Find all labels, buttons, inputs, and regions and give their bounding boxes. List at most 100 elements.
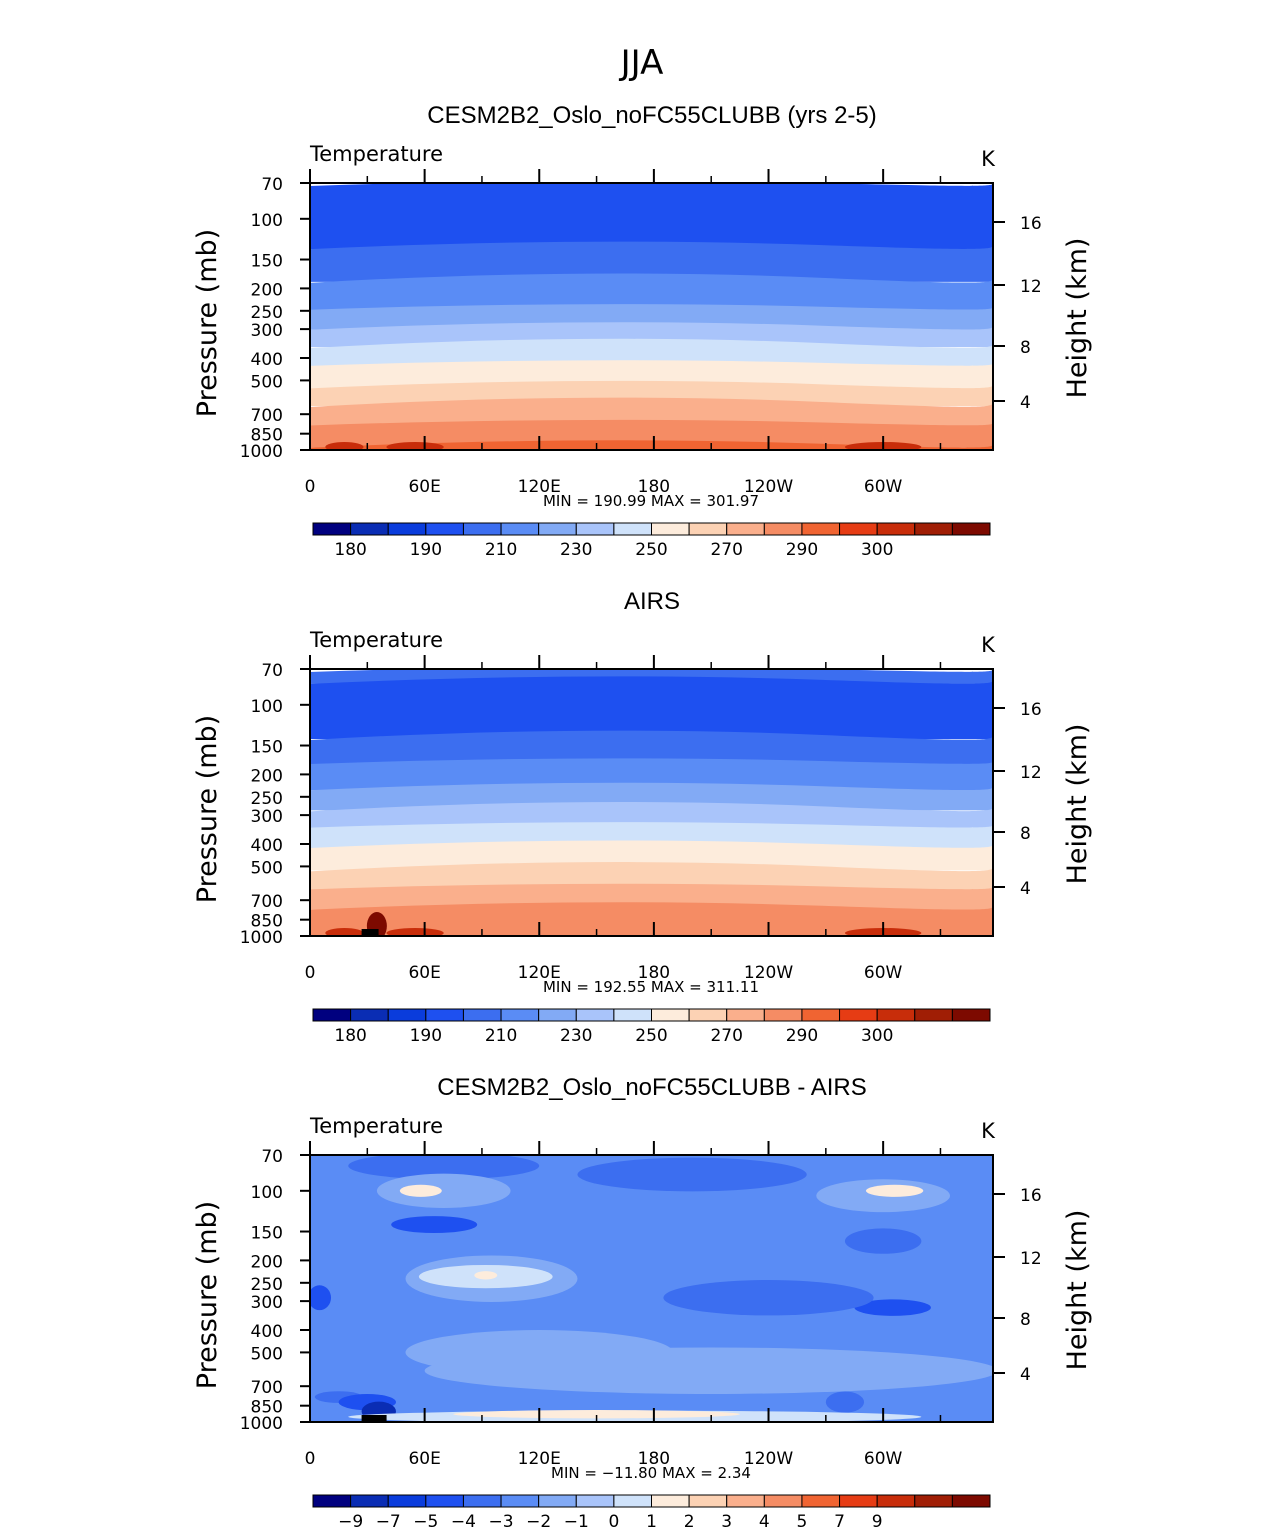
contour-patch [854, 1299, 931, 1316]
y-tick-label: 100 [251, 697, 283, 717]
colorbar-swatch [763, 1008, 803, 1022]
colorbar-label: −7 [376, 1512, 401, 1531]
colorbar-label: 4 [759, 1512, 770, 1531]
y-tick-label: 1000 [240, 928, 283, 948]
contour-band [310, 241, 993, 282]
colorbar-swatch [951, 522, 991, 536]
panel-1: CESM2B2_Oslo_noFC55CLUBB (yrs 2-5) Temper… [192, 102, 1093, 560]
y-tick-label: 500 [251, 372, 283, 392]
contour-band [325, 928, 364, 936]
x-tick-label: 60E [408, 1449, 440, 1469]
panel-title: CESM2B2_Oslo_noFC55CLUBB (yrs 2-5) [427, 102, 877, 129]
colorbar-label: 270 [710, 1026, 742, 1046]
height-tick-label: 8 [1020, 824, 1031, 844]
panel-title: CESM2B2_Oslo_noFC55CLUBB - AIRS [437, 1074, 867, 1101]
contour-patch [310, 1285, 332, 1311]
colorbar-swatch [839, 1008, 878, 1022]
colorbar-label: 1 [646, 1512, 657, 1531]
contour-band [310, 902, 993, 936]
min-max-stats: MIN = −11.80 MAX = 2.34 [551, 1464, 751, 1482]
colorbar-swatch [613, 1494, 653, 1508]
y-tick-label: 500 [251, 1344, 283, 1364]
plot-frame [309, 1154, 994, 1423]
colorbar-label: −9 [338, 1512, 363, 1531]
colorbar-swatch [951, 1494, 991, 1508]
colorbar-label: 190 [410, 540, 442, 560]
y-tick-label: 500 [251, 858, 283, 878]
plot-frame [309, 182, 994, 451]
x-tick-label: 180 [638, 963, 670, 983]
colorbar-swatch [688, 1008, 728, 1022]
colorbar-swatch [575, 1008, 615, 1022]
contour-patch [663, 1280, 874, 1316]
colorbar-swatch [839, 1494, 878, 1508]
contour-patch [825, 1391, 865, 1413]
colorbar-swatch [951, 1008, 991, 1022]
colorbar-swatch [914, 1494, 953, 1508]
colorbar-swatch [575, 522, 615, 536]
colorbar-label: 250 [635, 540, 667, 560]
contour-patch [577, 1157, 807, 1192]
units-label: K [981, 1119, 996, 1143]
colorbar-swatch [387, 1008, 427, 1022]
y-axis-label: Pressure (mb) [192, 715, 223, 903]
y-tick-label: 1000 [240, 1414, 283, 1434]
colorbar-swatch [500, 1008, 540, 1022]
contour-band [310, 304, 993, 330]
colorbar-label: 230 [560, 1026, 592, 1046]
height-tick-label: 4 [1020, 1365, 1031, 1385]
y-tick-label: 150 [251, 1224, 283, 1244]
contour-patch [376, 1173, 511, 1208]
y-tick-label: 300 [251, 321, 283, 341]
contour-band [310, 822, 993, 849]
y-tick-label: 400 [251, 836, 283, 856]
contour-band [386, 442, 444, 450]
contour-patch [474, 1271, 498, 1280]
height-tick-label: 12 [1020, 763, 1042, 783]
colorbar-swatch [462, 1494, 502, 1508]
variable-label: Temperature [309, 628, 443, 652]
x-tick-label: 120W [744, 963, 793, 983]
y-axis-label: Pressure (mb) [192, 229, 223, 417]
colorbar-label: 290 [786, 540, 818, 560]
colorbar-swatch [688, 522, 728, 536]
contour-field [310, 1155, 993, 1422]
x-tick-label: 120E [518, 477, 561, 497]
x-tick-label: 0 [305, 477, 316, 497]
colorbar-label: −2 [526, 1512, 551, 1531]
contour-band [310, 273, 993, 311]
colorbar-swatch [613, 522, 653, 536]
contour-band [310, 802, 993, 829]
height-tick-label: 8 [1020, 338, 1031, 358]
contour-band [310, 782, 993, 811]
contour-band [386, 928, 444, 936]
y-tick-label: 850 [251, 426, 283, 446]
contour-patch [405, 1330, 673, 1375]
panel-3: CESM2B2_Oslo_noFC55CLUBB - AIRS Temperatu… [192, 1074, 1093, 1531]
colorbar-swatch [387, 1494, 427, 1508]
right-axis-label: Height (km) [1062, 724, 1093, 885]
colorbar-label: 270 [710, 540, 742, 560]
variable-label: Temperature [309, 1114, 443, 1138]
contour-patch [844, 1228, 922, 1254]
colorbar-swatch [914, 1008, 953, 1022]
contour-band [310, 419, 993, 448]
y-tick-label: 150 [251, 738, 283, 758]
colorbar-swatch [350, 1494, 389, 1508]
y-tick-label: 300 [251, 807, 283, 827]
height-tick-label: 4 [1020, 393, 1031, 413]
contour-band [310, 360, 993, 389]
x-tick-label: 60E [408, 477, 440, 497]
panel-title: AIRS [624, 588, 680, 615]
colorbar-swatch [538, 1494, 577, 1508]
x-tick-label: 60W [864, 963, 903, 983]
colorbar-label: 230 [560, 540, 592, 560]
contour-band [310, 676, 993, 739]
x-tick-label: 180 [638, 477, 670, 497]
colorbar-swatch [538, 522, 577, 536]
contour-patch [348, 1155, 540, 1180]
colorbar-swatch [876, 522, 916, 536]
colorbar-swatch [651, 522, 690, 536]
